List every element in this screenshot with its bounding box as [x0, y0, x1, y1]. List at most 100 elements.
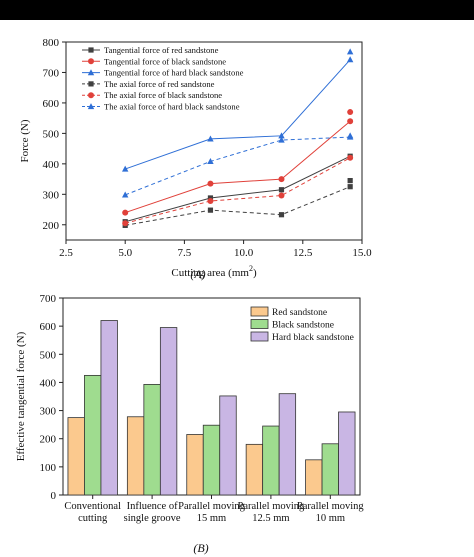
data-point-extra: [347, 178, 353, 184]
series-4: [122, 154, 354, 227]
legend-label: Black sandstone: [272, 321, 334, 331]
data-point: [347, 154, 354, 161]
data-point: [207, 158, 214, 165]
y-axis-label: Effective tangential force (N): [15, 331, 27, 461]
y-tick-label: 400: [43, 159, 60, 171]
legend-label: Red sandstone: [272, 308, 327, 318]
x-tick-label: Parallel moving: [238, 501, 306, 512]
y-tick-label: 100: [40, 462, 57, 474]
x-tick-label: Influence of: [127, 501, 179, 512]
y-tick-label: 300: [43, 189, 60, 201]
data-point: [122, 191, 129, 198]
bar-0: [305, 459, 323, 496]
x-tick-label: 7.5: [178, 247, 192, 259]
y-tick-label: 600: [43, 98, 60, 110]
x-tick-label: 15 mm: [197, 513, 226, 524]
data-point: [122, 220, 129, 227]
legend-swatch: [250, 306, 269, 317]
legend-label: Tangential force of hard black sandstone: [104, 68, 244, 78]
data-point: [122, 165, 129, 172]
data-point: [347, 118, 354, 125]
legend-marker: [87, 103, 95, 110]
legend-label: Hard black sandstone: [272, 333, 354, 343]
data-point: [122, 209, 129, 216]
series-2: [122, 56, 354, 172]
bar-0: [186, 434, 204, 496]
data-point: [347, 184, 353, 190]
y-tick-label: 200: [43, 220, 60, 232]
legend-label: The axial force of black sandstone: [104, 90, 222, 100]
legend-label: The axial force of red sandstone: [104, 79, 215, 89]
x-tick-label: Parallel moving: [297, 501, 365, 512]
x-tick-label: cutting: [78, 513, 108, 524]
bar-1: [143, 383, 161, 496]
data-point-extra: [347, 109, 354, 116]
legend-label: Tangential force of black sandstone: [104, 56, 226, 66]
data-point: [207, 180, 214, 187]
bar-1: [84, 374, 102, 496]
legend-swatch: [250, 319, 269, 329]
legend-swatch: [250, 331, 269, 342]
bar-1: [321, 443, 339, 496]
bar-2: [100, 320, 118, 496]
legend-marker: [88, 47, 94, 53]
chart-b-bar-effective-tangential-force: 0 100 200 300 400 500 600 700 Effective tangenti…: [15, 293, 365, 555]
x-tick-label: Conventional: [64, 501, 121, 512]
legend-marker: [87, 69, 95, 76]
y-tick-label: 300: [40, 406, 57, 418]
caption-a: (A): [190, 267, 205, 281]
series-1: [122, 118, 354, 216]
x-axis-label: Cutting area (mm2): [171, 264, 257, 279]
x-axis-label-end: ): [253, 267, 257, 279]
bar-2: [159, 327, 178, 496]
y-axis-label: Force (N): [19, 119, 31, 162]
series-line: [125, 120, 351, 214]
data-point: [278, 212, 285, 218]
data-point-extra: [346, 132, 354, 139]
data-point: [207, 195, 214, 201]
y-tick-label: 700: [43, 67, 60, 79]
y-tick-label: 0: [51, 490, 57, 502]
bar-1: [202, 424, 221, 496]
bar-2: [338, 411, 356, 496]
y-tick-label: 500: [43, 128, 60, 140]
series-line: [125, 136, 351, 196]
data-point: [278, 192, 285, 199]
bar-0: [126, 416, 145, 496]
y-tick-label: 700: [40, 293, 57, 305]
legend-marker: [88, 81, 94, 87]
data-point: [207, 198, 214, 205]
data-point: [346, 56, 354, 63]
data-point: [207, 207, 214, 213]
bar-2: [219, 395, 237, 496]
top-black-bar: [0, 0, 474, 20]
data-point-extra: [346, 48, 354, 55]
chart-a-line-force-vs-cutting-area: 2.5 5.0 7.5 10.0 12.5 15.0 200 300 400 500 600 700 8…: [19, 37, 372, 281]
series-5: [122, 133, 354, 198]
x-tick-label: single groove: [124, 513, 181, 524]
x-axis-label-sup: 2: [249, 264, 253, 273]
bar-0: [245, 443, 264, 496]
series-line: [125, 155, 351, 223]
x-tick-label: 5.0: [118, 247, 132, 259]
legend-marker: [88, 92, 94, 99]
legend-label: The axial force of hard black sandstone: [104, 102, 240, 112]
legend: Red sandstone Black sandstone Hard black s…: [250, 306, 354, 343]
data-point: [278, 136, 285, 143]
x-tick-label: 12.5: [293, 247, 313, 259]
bar-1: [262, 425, 280, 496]
data-point: [207, 135, 214, 142]
x-tick-label: 12.5 mm: [252, 513, 289, 524]
x-tick-label: Parallel moving: [178, 501, 246, 512]
x-tick-label: 10 mm: [316, 513, 345, 524]
x-axis-label-text: Cutting area (mm: [171, 267, 249, 279]
series-0: [122, 153, 353, 225]
bar-0: [67, 417, 85, 496]
series-line: [125, 186, 351, 226]
y-tick-label: 500: [40, 349, 57, 361]
caption-b: (B): [193, 541, 208, 555]
plot-frame: [65, 41, 363, 241]
y-tick-label: 200: [40, 434, 57, 446]
series-line: [125, 59, 351, 170]
y-tick-label: 600: [40, 321, 57, 333]
